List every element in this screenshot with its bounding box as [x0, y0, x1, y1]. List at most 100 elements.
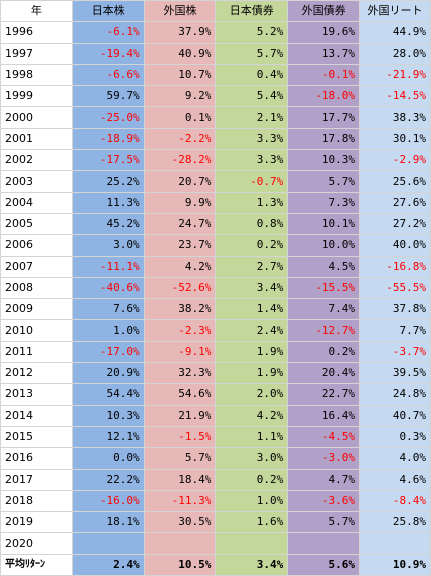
cell-foreign-reit[interactable]: 25.6%: [359, 170, 431, 193]
cell-japan-stocks[interactable]: 45.2%: [71, 212, 145, 236]
cell-japan-stocks[interactable]: 7.6%: [71, 298, 145, 321]
cell-foreign-stocks[interactable]: [143, 532, 217, 555]
cell-japan-bonds[interactable]: 1.6%: [215, 511, 289, 534]
cell-foreign-reit[interactable]: 25.8%: [359, 511, 431, 534]
cell-foreign-reit[interactable]: -14.5%: [359, 85, 431, 108]
cell-foreign-reit[interactable]: -3.7%: [359, 340, 431, 364]
cell-japan-stocks[interactable]: [71, 532, 145, 555]
cell-foreign-bonds[interactable]: -0.1%: [287, 63, 361, 87]
cell-foreign-bonds[interactable]: -12.7%: [287, 319, 361, 342]
year-cell[interactable]: 2003: [0, 170, 73, 193]
cell-foreign-stocks[interactable]: -2.3%: [143, 319, 217, 342]
cell-foreign-bonds[interactable]: 17.8%: [287, 127, 361, 151]
cell-foreign-reit[interactable]: 28.0%: [359, 42, 431, 65]
cell-japan-stocks[interactable]: 10.3%: [71, 404, 145, 427]
cell-japan-bonds[interactable]: 1.0%: [215, 489, 289, 513]
cell-foreign-reit[interactable]: [359, 532, 431, 555]
year-cell[interactable]: 2005: [0, 212, 73, 236]
header-foreign-stocks[interactable]: 外国株: [143, 0, 217, 23]
cell-foreign-bonds[interactable]: 4.7%: [287, 468, 361, 491]
cell-japan-stocks[interactable]: 59.7%: [71, 85, 145, 108]
cell-foreign-reit[interactable]: 30.1%: [359, 127, 431, 151]
cell-foreign-reit[interactable]: 37.8%: [359, 298, 431, 321]
year-cell[interactable]: 2016: [0, 447, 73, 470]
cell-japan-bonds[interactable]: 2.0%: [215, 383, 289, 406]
cell-foreign-reit[interactable]: -8.4%: [359, 489, 431, 513]
average-foreign-bonds[interactable]: 5.6%: [287, 553, 361, 576]
cell-japan-stocks[interactable]: 1.0%: [71, 319, 145, 342]
cell-japan-bonds[interactable]: -0.7%: [215, 170, 289, 193]
cell-japan-bonds[interactable]: 3.3%: [215, 127, 289, 151]
average-foreign-reit[interactable]: 10.9%: [359, 553, 431, 576]
cell-foreign-bonds[interactable]: 16.4%: [287, 404, 361, 427]
year-cell[interactable]: 2020: [0, 532, 73, 555]
cell-japan-bonds[interactable]: [215, 532, 289, 555]
cell-foreign-stocks[interactable]: -11.3%: [143, 489, 217, 513]
cell-foreign-stocks[interactable]: 38.2%: [143, 298, 217, 321]
cell-japan-stocks[interactable]: 54.4%: [71, 383, 145, 406]
cell-foreign-stocks[interactable]: 10.7%: [143, 63, 217, 87]
cell-japan-stocks[interactable]: -16.0%: [71, 489, 145, 513]
cell-foreign-bonds[interactable]: 0.2%: [287, 340, 361, 364]
cell-foreign-bonds[interactable]: [287, 532, 361, 555]
cell-foreign-bonds[interactable]: 5.7%: [287, 170, 361, 193]
year-cell[interactable]: 2000: [0, 106, 73, 129]
header-year[interactable]: 年: [0, 0, 73, 23]
cell-japan-stocks[interactable]: 0.0%: [71, 447, 145, 470]
cell-foreign-stocks[interactable]: 21.9%: [143, 404, 217, 427]
year-cell[interactable]: 2018: [0, 489, 73, 513]
cell-foreign-stocks[interactable]: 20.7%: [143, 170, 217, 193]
cell-foreign-bonds[interactable]: 10.0%: [287, 234, 361, 257]
cell-foreign-bonds[interactable]: -3.6%: [287, 489, 361, 513]
cell-japan-stocks[interactable]: 22.2%: [71, 468, 145, 491]
cell-foreign-stocks[interactable]: 37.9%: [143, 21, 217, 44]
cell-foreign-bonds[interactable]: 4.5%: [287, 255, 361, 278]
cell-japan-stocks[interactable]: -17.0%: [71, 340, 145, 364]
cell-foreign-bonds[interactable]: -15.5%: [287, 276, 361, 300]
cell-foreign-reit[interactable]: -21.9%: [359, 63, 431, 87]
cell-japan-stocks[interactable]: -25.0%: [71, 106, 145, 129]
cell-foreign-stocks[interactable]: -1.5%: [143, 425, 217, 449]
year-cell[interactable]: 2004: [0, 191, 73, 214]
cell-foreign-reit[interactable]: 40.7%: [359, 404, 431, 427]
cell-foreign-bonds[interactable]: -18.0%: [287, 85, 361, 108]
cell-foreign-stocks[interactable]: 23.7%: [143, 234, 217, 257]
cell-foreign-reit[interactable]: 39.5%: [359, 362, 431, 385]
header-japan-stocks[interactable]: 日本株: [71, 0, 145, 23]
cell-foreign-stocks[interactable]: 24.7%: [143, 212, 217, 236]
cell-foreign-stocks[interactable]: 54.6%: [143, 383, 217, 406]
cell-foreign-reit[interactable]: 44.9%: [359, 21, 431, 44]
cell-japan-stocks[interactable]: -17.5%: [71, 149, 145, 172]
cell-foreign-reit[interactable]: 4.0%: [359, 447, 431, 470]
cell-japan-bonds[interactable]: 5.2%: [215, 21, 289, 44]
year-cell[interactable]: 1996: [0, 21, 73, 44]
cell-foreign-bonds[interactable]: 7.3%: [287, 191, 361, 214]
cell-foreign-reit[interactable]: 4.6%: [359, 468, 431, 491]
cell-japan-bonds[interactable]: 2.4%: [215, 319, 289, 342]
cell-foreign-reit[interactable]: 38.3%: [359, 106, 431, 129]
cell-japan-bonds[interactable]: 0.4%: [215, 63, 289, 87]
average-japan-stocks[interactable]: 2.4%: [71, 553, 145, 576]
cell-japan-stocks[interactable]: -40.6%: [71, 276, 145, 300]
cell-japan-bonds[interactable]: 0.2%: [215, 234, 289, 257]
header-foreign-reit[interactable]: 外国リート: [359, 0, 431, 23]
cell-japan-bonds[interactable]: 4.2%: [215, 404, 289, 427]
cell-foreign-reit[interactable]: 40.0%: [359, 234, 431, 257]
cell-foreign-bonds[interactable]: 7.4%: [287, 298, 361, 321]
cell-japan-bonds[interactable]: 1.9%: [215, 340, 289, 364]
cell-foreign-reit[interactable]: 24.8%: [359, 383, 431, 406]
cell-japan-bonds[interactable]: 1.9%: [215, 362, 289, 385]
average-japan-bonds[interactable]: 3.4%: [215, 553, 289, 576]
cell-japan-stocks[interactable]: 3.0%: [71, 234, 145, 257]
cell-japan-bonds[interactable]: 3.3%: [215, 149, 289, 172]
year-cell[interactable]: 2019: [0, 511, 73, 534]
cell-foreign-bonds[interactable]: 5.7%: [287, 511, 361, 534]
cell-foreign-bonds[interactable]: 22.7%: [287, 383, 361, 406]
cell-foreign-reit[interactable]: 7.7%: [359, 319, 431, 342]
cell-japan-bonds[interactable]: 1.1%: [215, 425, 289, 449]
cell-japan-stocks[interactable]: 11.3%: [71, 191, 145, 214]
cell-japan-bonds[interactable]: 3.0%: [215, 447, 289, 470]
cell-foreign-bonds[interactable]: 10.1%: [287, 212, 361, 236]
cell-japan-bonds[interactable]: 0.8%: [215, 212, 289, 236]
average-return-label[interactable]: 平均ﾘﾀｰﾝ: [0, 553, 73, 576]
